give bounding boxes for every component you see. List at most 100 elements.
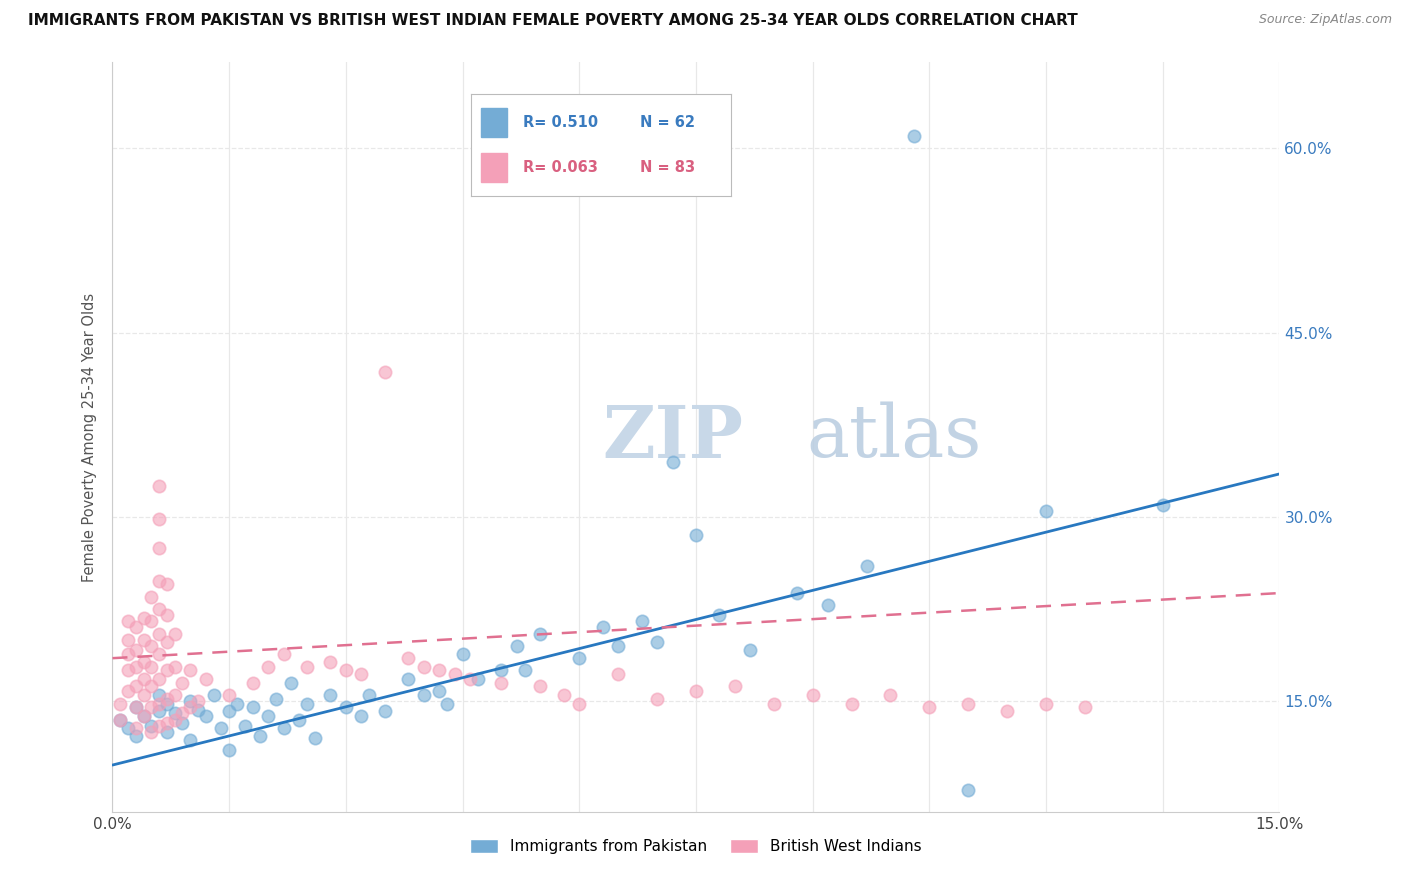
Point bbox=[242, 700, 264, 714]
Point bbox=[374, 365, 396, 379]
Point bbox=[817, 599, 839, 613]
Point bbox=[218, 743, 240, 757]
Point bbox=[179, 664, 201, 678]
Point bbox=[957, 697, 980, 711]
Point bbox=[288, 713, 311, 727]
Point bbox=[125, 700, 148, 714]
Point bbox=[1035, 504, 1057, 518]
Point bbox=[412, 660, 434, 674]
Point bbox=[592, 620, 614, 634]
Text: N = 62: N = 62 bbox=[640, 115, 695, 130]
Point bbox=[841, 697, 863, 711]
Point bbox=[264, 691, 287, 706]
Point bbox=[374, 704, 396, 718]
Point bbox=[117, 664, 139, 678]
Point bbox=[156, 664, 179, 678]
Point bbox=[491, 664, 513, 678]
Text: atlas: atlas bbox=[807, 401, 983, 473]
Point bbox=[529, 680, 551, 694]
Bar bbox=[481, 153, 508, 182]
Point bbox=[156, 635, 179, 649]
Point bbox=[467, 672, 489, 686]
Point bbox=[242, 675, 264, 690]
Point bbox=[110, 713, 132, 727]
Point bbox=[280, 675, 302, 690]
Point bbox=[918, 700, 941, 714]
Point bbox=[132, 632, 155, 647]
Point bbox=[995, 704, 1018, 718]
Point bbox=[319, 655, 342, 669]
Point bbox=[218, 704, 240, 718]
Point bbox=[762, 697, 785, 711]
Point bbox=[148, 719, 170, 733]
Point bbox=[125, 721, 148, 735]
Point bbox=[194, 709, 217, 723]
Point bbox=[125, 642, 148, 657]
Point bbox=[148, 512, 170, 526]
Point bbox=[709, 608, 731, 623]
Text: ZIP: ZIP bbox=[603, 401, 744, 473]
Point bbox=[163, 713, 186, 727]
Point bbox=[226, 697, 249, 711]
Point bbox=[661, 455, 683, 469]
Point bbox=[132, 655, 155, 669]
Point bbox=[350, 709, 373, 723]
Point bbox=[273, 721, 295, 735]
Point bbox=[156, 716, 179, 731]
Point bbox=[645, 635, 668, 649]
Point bbox=[249, 729, 271, 743]
Text: N = 83: N = 83 bbox=[640, 160, 695, 175]
Point bbox=[350, 667, 373, 681]
Bar bbox=[481, 108, 508, 136]
Point bbox=[491, 675, 513, 690]
Point bbox=[460, 672, 482, 686]
Point bbox=[427, 664, 450, 678]
Point bbox=[141, 724, 163, 739]
Point bbox=[125, 700, 148, 714]
Point bbox=[529, 626, 551, 640]
Point bbox=[156, 691, 179, 706]
Point bbox=[209, 721, 232, 735]
Point bbox=[163, 660, 186, 674]
Point bbox=[506, 639, 529, 653]
Point bbox=[396, 672, 419, 686]
Point bbox=[172, 716, 194, 731]
Point bbox=[132, 709, 155, 723]
Point bbox=[148, 602, 170, 616]
Point bbox=[319, 688, 342, 702]
Text: Source: ZipAtlas.com: Source: ZipAtlas.com bbox=[1258, 13, 1392, 27]
Point bbox=[148, 672, 170, 686]
Point bbox=[856, 559, 879, 574]
Point bbox=[110, 697, 132, 711]
Point bbox=[879, 688, 901, 702]
Point bbox=[645, 691, 668, 706]
Point bbox=[1074, 700, 1097, 714]
Point bbox=[156, 724, 179, 739]
Point bbox=[233, 719, 256, 733]
Point bbox=[513, 664, 536, 678]
Point bbox=[156, 577, 179, 591]
Point bbox=[304, 731, 326, 745]
Point bbox=[1035, 697, 1057, 711]
Point bbox=[187, 703, 209, 717]
Point bbox=[141, 590, 163, 604]
Point bbox=[568, 651, 591, 665]
Point bbox=[163, 706, 186, 721]
Point bbox=[257, 660, 280, 674]
Point bbox=[801, 688, 824, 702]
Point bbox=[125, 680, 148, 694]
Point bbox=[148, 697, 170, 711]
Point bbox=[117, 684, 139, 698]
Point bbox=[148, 541, 170, 555]
Text: R= 0.510: R= 0.510 bbox=[523, 115, 598, 130]
Point bbox=[148, 574, 170, 588]
Point bbox=[141, 680, 163, 694]
Point bbox=[194, 672, 217, 686]
Point bbox=[179, 700, 201, 714]
Point bbox=[335, 664, 357, 678]
Point bbox=[359, 688, 381, 702]
Point bbox=[156, 608, 179, 623]
Point bbox=[141, 719, 163, 733]
Point bbox=[148, 704, 170, 718]
Point bbox=[132, 610, 155, 624]
